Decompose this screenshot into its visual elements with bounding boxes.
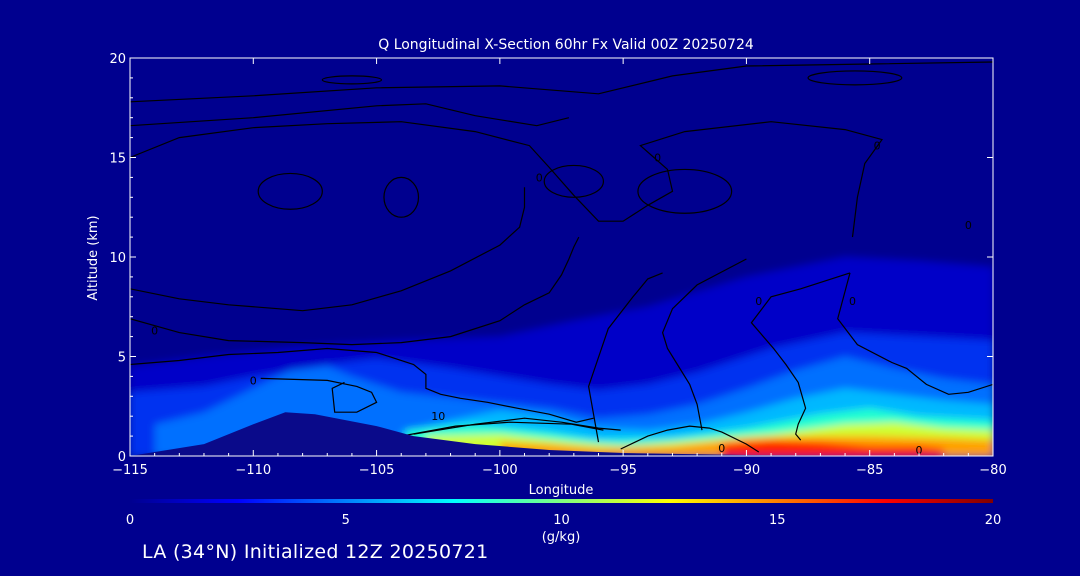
contour-line xyxy=(130,347,594,423)
colorbar-tick-label: 20 xyxy=(985,513,1002,528)
contour-loop xyxy=(543,164,605,198)
colorbar xyxy=(130,499,993,503)
contour-line xyxy=(130,187,526,312)
contour-label: 0 xyxy=(654,152,661,165)
x-axis-label: Longitude xyxy=(529,483,594,498)
contour-loop xyxy=(383,176,420,218)
contour-label: 0 xyxy=(849,295,856,308)
colorbar-tick-label: 5 xyxy=(342,513,350,528)
chart-title: Q Longitudinal X-Section 60hr Fx Valid 0… xyxy=(378,37,754,53)
x-axis-ticks: −115 −110 −105 −100 −95 −90 −85 −80 xyxy=(112,58,1007,478)
terrain xyxy=(130,412,993,456)
contour-line xyxy=(837,272,993,395)
contour-loop xyxy=(637,168,733,214)
contour-line xyxy=(750,272,851,441)
footer-initialization: LA (34°N) Initialized 12Z 20250721 xyxy=(142,541,489,563)
colorbar-ticks: 0 5 10 15 20 xyxy=(126,513,1001,528)
contour-line xyxy=(260,377,378,413)
y-axis-ticks: 0 5 10 15 20 xyxy=(109,52,993,465)
contour-label: 10 xyxy=(431,410,445,423)
terrain-profile xyxy=(130,412,993,456)
contour-loop xyxy=(257,172,323,210)
y-tick-label: 10 xyxy=(109,251,126,266)
x-tick-label: −105 xyxy=(359,463,395,478)
contour-lines: 10 0 0 0 0 0 0 0 0 0 0 xyxy=(130,61,993,457)
x-tick-label: −85 xyxy=(856,463,883,478)
y-tick-label: 0 xyxy=(118,450,126,465)
contour-label: 0 xyxy=(718,442,725,455)
contour-line xyxy=(661,258,747,431)
contour-label: 0 xyxy=(536,171,543,184)
contour-line xyxy=(130,61,993,103)
contour-line xyxy=(130,236,580,346)
contour-label: 0 xyxy=(250,374,257,387)
y-axis-label: Altitude (km) xyxy=(86,215,101,300)
colorbar-label: (g/kg) xyxy=(542,530,581,545)
contour-line xyxy=(620,425,760,453)
contour-line xyxy=(130,103,570,127)
contour-loop xyxy=(321,75,383,85)
contour-label: 0 xyxy=(755,295,762,308)
x-tick-label: −90 xyxy=(733,463,760,478)
x-tick-label: −100 xyxy=(482,463,518,478)
colorbar-tick-label: 15 xyxy=(769,513,786,528)
colorbar-tick-label: 10 xyxy=(553,513,570,528)
contour-line xyxy=(587,272,663,443)
contour-label: 0 xyxy=(916,444,923,457)
contour-label: 0 xyxy=(874,140,881,153)
y-tick-label: 15 xyxy=(109,152,126,167)
x-tick-label: −95 xyxy=(609,463,636,478)
x-tick-label: −115 xyxy=(112,463,148,478)
contour-line xyxy=(401,421,604,437)
colorbar-tick-label: 0 xyxy=(126,513,134,528)
x-tick-label: −80 xyxy=(979,463,1006,478)
contour-label: 0 xyxy=(151,325,158,338)
moisture-field xyxy=(130,58,993,456)
moisture-layer-8 xyxy=(721,440,944,456)
y-tick-label: 5 xyxy=(118,351,126,366)
y-tick-label: 20 xyxy=(109,52,126,67)
contour-label: 0 xyxy=(965,219,972,232)
contour-loop xyxy=(807,70,903,86)
x-tick-label: −110 xyxy=(235,463,271,478)
contour-line xyxy=(130,121,883,238)
